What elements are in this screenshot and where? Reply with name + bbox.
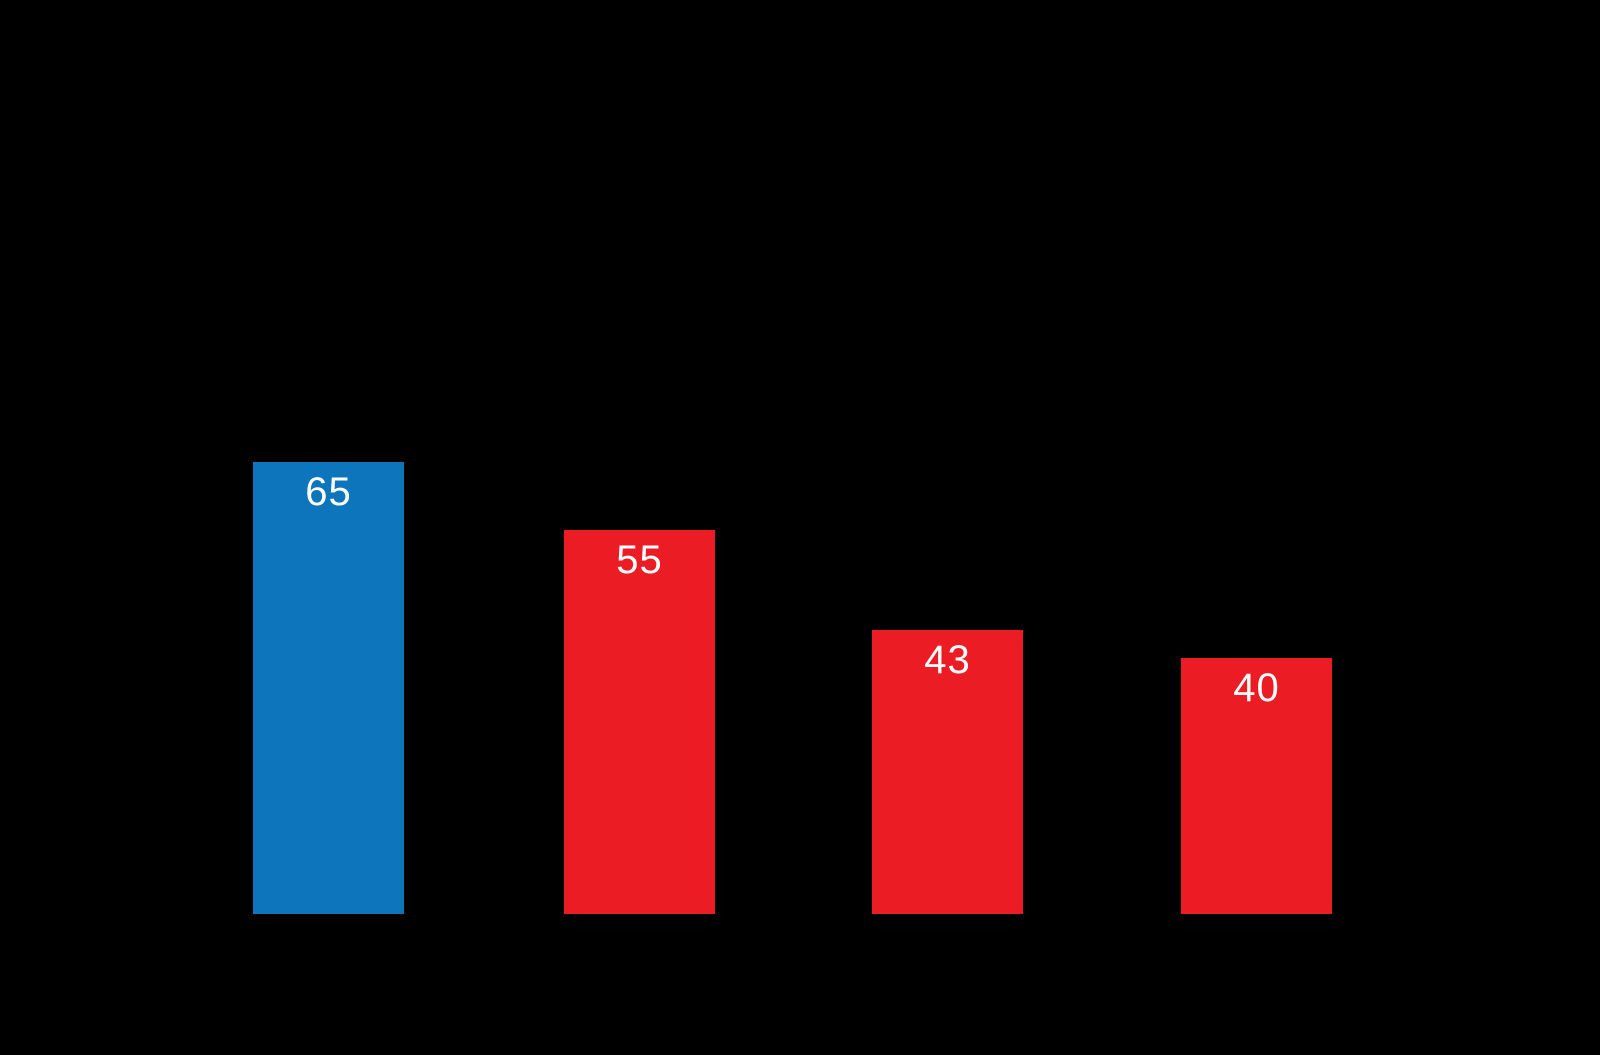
bar-value-label: 43 [924, 638, 971, 682]
bar-value-label: 65 [305, 470, 352, 514]
bar-55: 55 [564, 530, 715, 914]
bar-43: 43 [872, 630, 1023, 914]
bar-value-label: 40 [1233, 666, 1280, 710]
bar-65: 65 [253, 462, 404, 914]
bar-40: 40 [1181, 658, 1332, 914]
bar-value-label: 55 [616, 538, 663, 582]
